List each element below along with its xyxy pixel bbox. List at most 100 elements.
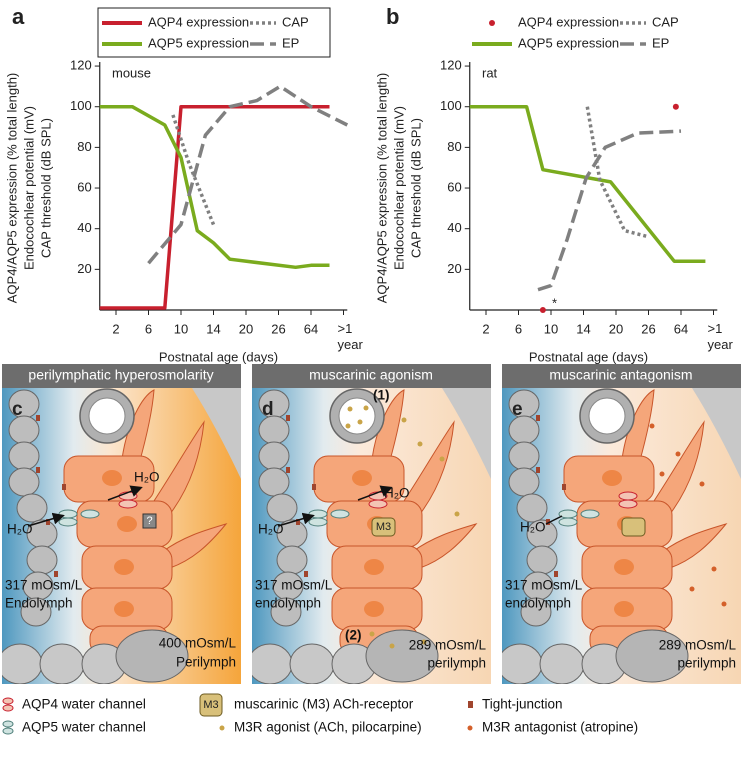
panel: muscarinic antagonism e H₂O 317 mOsm/L e…	[498, 364, 741, 684]
panel: muscarinic agonism d (1) (2) H₂O H₂O M3 …	[248, 364, 491, 684]
x-tick-label: >1 year	[338, 321, 364, 352]
x-tick-label: 64	[304, 321, 318, 336]
step-label: (1)	[373, 388, 390, 403]
y-axis-label: Endocochlear potential (mV)	[21, 106, 36, 270]
mark: ?	[146, 515, 152, 527]
water-label: H₂O	[258, 522, 284, 537]
y-tick-label: 60	[447, 179, 461, 194]
perilymph: perilymph	[427, 656, 486, 671]
step-label: (2)	[345, 628, 362, 643]
perilymph: perilymph	[677, 656, 736, 671]
header-bar	[252, 364, 491, 388]
x-tick-label: 6	[145, 321, 152, 336]
panel-label: c	[12, 399, 23, 420]
legend-text: AQP4 water channel	[22, 697, 146, 712]
y-tick-label: 100	[440, 98, 462, 113]
y-axis-label: CAP threshold (dB SPL)	[38, 118, 53, 258]
arrow	[107, 485, 143, 501]
legend-text: M3R antagonist (atropine)	[482, 720, 638, 735]
perilymph: Perilymph	[176, 655, 236, 670]
unknown-icon	[142, 513, 157, 529]
arrow	[277, 512, 315, 527]
y-tick-label: 80	[447, 139, 461, 154]
x-tick-label: 14	[576, 321, 590, 336]
data-point	[539, 307, 546, 313]
water-label: H₂O	[7, 522, 33, 537]
data-point	[672, 103, 679, 110]
panel: perilymphatic hyperosmolarity c H₂O H₂O …	[0, 364, 241, 684]
header-bar	[502, 364, 741, 388]
y-tick-label: 80	[77, 139, 91, 154]
x-tick-label: 20	[239, 321, 253, 336]
arrow	[357, 485, 393, 501]
y-axis-label: CAP threshold (dB SPL)	[408, 118, 423, 258]
series-line	[147, 84, 349, 265]
legend-frame	[97, 7, 331, 58]
x-tick-label: 2	[482, 321, 489, 336]
y-axis-label: AQP4/AQP5 expression (% total length)	[4, 73, 19, 304]
header: perilymphatic hyperosmolarity	[28, 367, 213, 383]
legend-label: CAP	[282, 14, 309, 29]
x-tick-label: 64	[674, 321, 688, 336]
header: muscarinic agonism	[309, 367, 433, 383]
series-line	[469, 104, 706, 263]
perilymph: 400 mOsm/L	[159, 636, 237, 651]
receptor: M3	[376, 521, 391, 533]
panel-label: b	[386, 4, 399, 29]
x-axis-label: Postnatal age (days)	[159, 349, 278, 364]
series-line	[99, 104, 330, 270]
y-tick-label: 60	[77, 179, 91, 194]
y-tick-label: 120	[70, 58, 92, 73]
legend-label: EP	[282, 35, 299, 50]
legend-text: M3R agonist (ACh, pilocarpine)	[234, 720, 422, 735]
legend-marker	[489, 20, 495, 26]
receptor-icon	[621, 517, 646, 537]
x-tick-label: 26	[271, 321, 285, 336]
legend-label: EP	[652, 35, 669, 50]
endolymph: 317 mOsm/L	[255, 578, 333, 593]
x-tick-label: 10	[544, 321, 558, 336]
x-axis-label: Postnatal age (days)	[529, 349, 648, 364]
legend-label: AQP4 expression	[518, 14, 619, 29]
panel-label: e	[512, 399, 523, 420]
legend-text: Tight-junction	[482, 697, 563, 712]
panel-label: d	[262, 399, 274, 420]
y-tick-label: 40	[77, 220, 91, 235]
y-axis-label: Endocochlear potential (mV)	[391, 106, 406, 270]
x-tick-label: >1 year	[708, 321, 734, 352]
legend-text: AQP5 water channel	[22, 720, 146, 735]
x-tick-label: 20	[609, 321, 623, 336]
arrow	[545, 515, 563, 525]
y-tick-label: 20	[77, 261, 91, 276]
water-label: H₂O	[384, 486, 410, 501]
endolymph: endolymph	[255, 596, 321, 611]
annotation: mouse	[112, 65, 151, 80]
legend-label: AQP5 expression	[148, 35, 249, 50]
header: muscarinic antagonism	[549, 367, 692, 383]
series-line	[537, 129, 682, 292]
receptor-icon	[371, 517, 396, 537]
annotation: *	[552, 295, 557, 310]
legend-text: muscarinic (M3) ACh-receptor	[234, 697, 414, 712]
endolymph: endolymph	[505, 596, 571, 611]
x-tick-label: 6	[515, 321, 522, 336]
perilymph: 289 mOsm/L	[409, 638, 487, 653]
legend-label: AQP4 expression	[148, 14, 249, 29]
legend-label: CAP	[652, 14, 679, 29]
figure-legend: AQP4 water channel AQP5 water channel M3…	[2, 693, 638, 735]
y-tick-label: 20	[447, 261, 461, 276]
series-line	[585, 106, 649, 239]
y-tick-label: 40	[447, 220, 461, 235]
y-tick-label: 100	[70, 98, 92, 113]
water-label: H₂O	[134, 470, 160, 485]
panel-label: a	[12, 4, 25, 29]
annotation: rat	[482, 65, 498, 80]
water-label: H₂O	[520, 520, 546, 535]
y-axis-label: AQP4/AQP5 expression (% total length)	[374, 73, 389, 304]
x-tick-label: 10	[174, 321, 188, 336]
endolymph: 317 mOsm/L	[5, 578, 83, 593]
endolymph: 317 mOsm/L	[505, 578, 583, 593]
legend-icon: M3	[203, 699, 218, 711]
y-tick-label: 120	[440, 58, 462, 73]
